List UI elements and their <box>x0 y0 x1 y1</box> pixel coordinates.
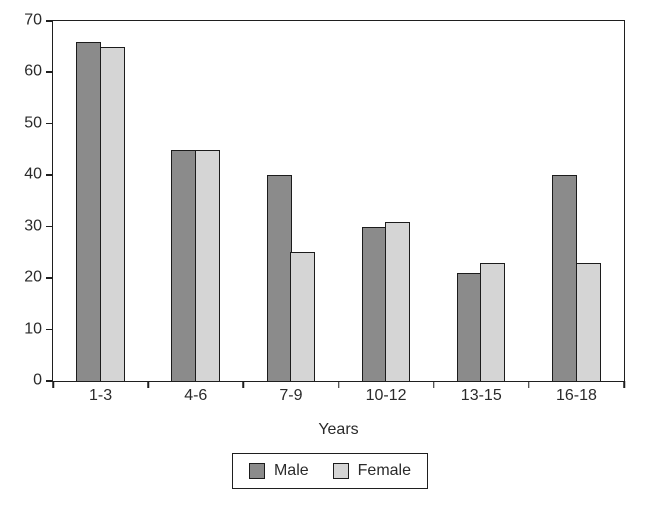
bar-male <box>76 41 102 381</box>
y-tick-label: 20 <box>24 268 42 286</box>
legend-swatch-male <box>248 463 265 479</box>
bar-male <box>456 273 482 381</box>
y-tick <box>46 380 53 382</box>
legend-label: Female <box>357 462 412 479</box>
bar-female <box>290 252 316 381</box>
y-tick <box>46 122 53 125</box>
x-tick-label: 10-12 <box>365 387 407 404</box>
x-tick-label: 1-3 <box>89 387 113 404</box>
bar-group <box>529 21 624 381</box>
x-axis-title: Years <box>318 421 359 438</box>
bar-group <box>53 21 148 381</box>
bar-male <box>266 175 292 381</box>
y-tick <box>46 225 53 228</box>
y-tick-label: 40 <box>24 165 42 183</box>
x-tick <box>52 381 54 388</box>
bar-group <box>434 21 529 381</box>
legend-swatch-female <box>332 463 349 479</box>
bar-group <box>148 21 243 381</box>
legend: Male Female <box>231 453 429 489</box>
x-tick-label: 7-9 <box>279 387 303 404</box>
y-tick <box>46 71 53 73</box>
bar-female <box>194 149 220 381</box>
y-tick-label: 50 <box>24 114 42 132</box>
bar-male <box>171 149 197 381</box>
y-tick <box>46 174 53 176</box>
bar-male <box>552 175 578 381</box>
x-tick-label: 13-15 <box>460 387 502 404</box>
y-tick-label: 70 <box>24 11 42 29</box>
y-tick <box>46 20 53 22</box>
x-tick <box>337 381 340 388</box>
y-tick <box>46 328 53 331</box>
plot-area: 0 10 20 30 40 50 60 70 1-3 4-6 7-9 10-12 13-15 16-18 <box>24 12 625 404</box>
legend-label: Male <box>273 462 309 479</box>
y-tick-label: 30 <box>24 217 42 235</box>
bar-female <box>480 262 506 381</box>
x-tick <box>432 381 435 388</box>
bar-group <box>339 21 434 381</box>
bar-female <box>385 221 411 381</box>
legend-entry-male: Male <box>248 462 309 479</box>
bar-female <box>575 262 601 381</box>
x-tick <box>147 381 149 388</box>
y-tick <box>46 277 53 279</box>
x-tick-label: 16-18 <box>555 387 597 404</box>
x-tick <box>242 381 245 388</box>
legend-row: Male Female <box>0 453 653 489</box>
bar-female <box>99 46 125 381</box>
legend-entry-female: Female <box>332 462 412 479</box>
x-tick <box>528 381 530 388</box>
bar-group <box>243 21 338 381</box>
x-tick <box>623 381 625 388</box>
y-tick-label: 10 <box>24 320 42 338</box>
y-tick-label: 60 <box>24 63 42 81</box>
x-tick-label: 4-6 <box>184 387 208 404</box>
y-tick-label: 0 <box>33 371 42 389</box>
bar-male <box>361 226 387 381</box>
